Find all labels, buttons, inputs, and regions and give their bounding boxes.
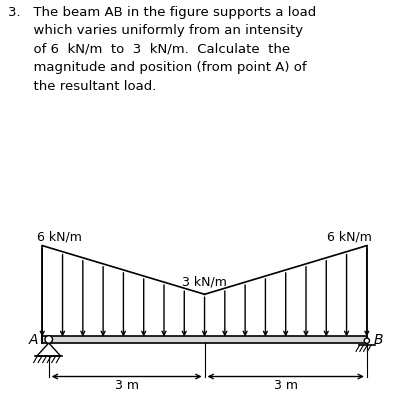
Text: 3.   The beam AB in the figure supports a load
      which varies uniformly from: 3. The beam AB in the figure supports a …	[8, 6, 317, 93]
Text: 3 m: 3 m	[274, 378, 298, 391]
Polygon shape	[42, 336, 367, 343]
Circle shape	[45, 336, 53, 344]
Polygon shape	[37, 343, 60, 356]
Text: B: B	[373, 333, 383, 346]
Text: 6 kN/m: 6 kN/m	[327, 230, 372, 243]
Text: A: A	[28, 333, 38, 346]
Text: 6 kN/m: 6 kN/m	[37, 230, 82, 243]
Text: 3 m: 3 m	[115, 378, 139, 391]
Circle shape	[364, 338, 369, 344]
Text: 3 kN/m: 3 kN/m	[182, 275, 227, 288]
